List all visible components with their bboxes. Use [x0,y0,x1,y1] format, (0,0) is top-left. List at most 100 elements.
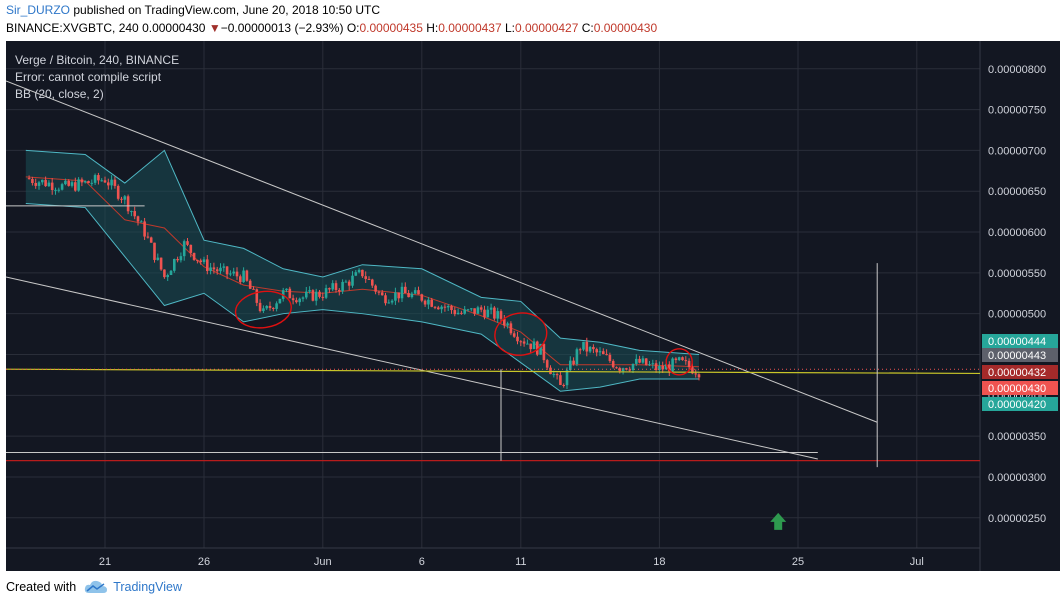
candle-body [27,178,31,180]
time-axis-background [6,548,980,571]
candle-body [41,179,44,183]
candle-body [192,252,196,260]
candle-body [493,307,496,319]
candle-body [83,181,87,183]
candle-body [169,270,173,276]
candle-body [219,267,222,272]
candle-body [245,270,249,281]
candle-body [374,285,377,292]
candle-body [380,292,384,296]
candle-body [314,291,318,301]
candle-body [453,310,457,315]
candle-body [529,343,532,350]
candle-body [433,306,437,308]
candle-body [173,258,176,271]
candle-body [631,363,635,371]
candle-body [126,196,130,212]
candle-body [598,351,602,353]
candle-body [476,307,480,314]
candle-body [328,288,331,290]
candle-body [291,298,295,301]
candle-body [536,341,539,355]
candle-body [450,305,453,311]
candle-body [47,182,51,187]
candle-body [644,358,648,366]
candle-body [417,290,420,295]
candle-body [506,323,509,326]
open-label: O: [346,21,360,35]
candle-body [364,276,367,279]
price-change: −0.00000013 (−2.93%) [220,21,344,35]
price-label-text: 0.00000432 [988,367,1046,379]
x-tick-label: 18 [653,556,665,568]
candle-body [526,343,529,345]
candle-body [367,278,371,280]
candle-body [384,295,387,304]
candle-body [496,311,499,319]
indicator-label[interactable]: BB (20, close, 2) [15,87,104,101]
candle-body [146,236,150,238]
candle-body [338,289,341,292]
candle-body [437,307,440,310]
x-tick-label: 6 [419,556,425,568]
candle-body [671,358,674,372]
candle-body [288,288,292,299]
tradingview-link[interactable]: TradingView [113,580,182,594]
price-axis-background [980,41,1060,571]
candle-body [423,300,427,305]
candle-body [324,288,328,298]
candle-body [186,241,189,245]
low-label: L: [504,21,515,35]
price-label-text: 0.00000420 [988,399,1046,411]
candle-body [248,280,252,289]
candle-body [57,189,61,191]
bollinger-lower-band [25,202,699,392]
low-value: 0.00000427 [515,21,579,35]
trendline-line [6,80,878,423]
candle-body [440,306,443,310]
candle-body [681,357,684,361]
candle-body [390,300,394,303]
candle-body [258,302,262,312]
candle-body [77,179,80,191]
footer: Created with TradingView [6,580,182,594]
author-link[interactable]: Sir_DURZO [6,3,71,17]
candle-body [351,275,354,286]
candle-body [674,358,678,361]
price-label-tag [982,381,1058,395]
high-value: 0.00000437 [438,21,502,35]
candle-body [199,260,202,263]
candle-body [562,384,565,386]
support-yellow-line [6,368,980,375]
symbol-info-bar: BINANCE:XVGBTC, 240 0.00000430 ▼−0.00000… [6,21,657,35]
price-chart[interactable]: 0.000002500.000003000.000003500.00000400… [6,41,1060,571]
candle-body [618,368,622,372]
candle-body [93,175,97,183]
chart-title: Verge / Bitcoin, 240, BINANCE [15,53,180,67]
candle-body [166,275,169,278]
candle-body [50,182,54,191]
candle-body [400,286,404,299]
candle-body [347,281,351,286]
candle-body [235,271,239,277]
candle-body [67,180,70,186]
candle-body [542,343,546,361]
candle-body [661,365,664,370]
candle-body [31,179,34,184]
candle-body [592,347,595,350]
script-error: Error: cannot compile script [15,70,162,84]
candle-body [651,363,655,365]
candle-body [120,198,123,200]
price-label-text: 0.00000443 [988,350,1046,362]
x-tick-label: 26 [198,556,210,568]
candle-body [615,367,618,369]
plot-layer [6,80,980,530]
candle-body [572,360,575,365]
candle-body [268,305,272,308]
candle-body [215,269,219,272]
candle-body [54,189,57,191]
candle-body [410,293,414,298]
candle-body [641,358,645,363]
chart-area[interactable]: 0.00000250 0.00000300 0.00000350 0.00000400… [6,41,1060,571]
x-tick-label: 25 [792,556,804,568]
